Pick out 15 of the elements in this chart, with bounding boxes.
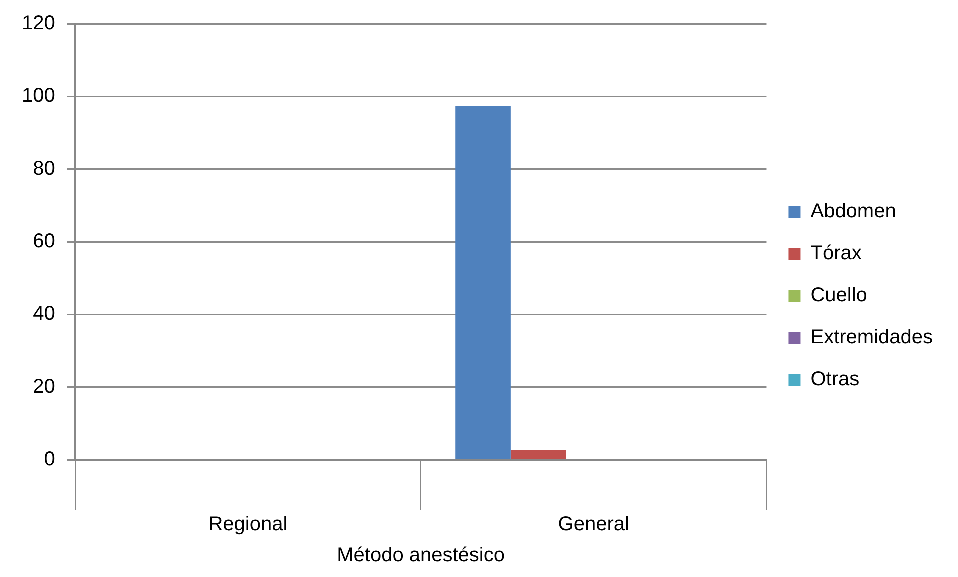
x-axis-title: Método anestésico bbox=[337, 544, 505, 567]
y-tick-label: 120 bbox=[22, 12, 56, 35]
legend-label: Extremidades bbox=[810, 326, 934, 349]
legend-label: Otras bbox=[810, 368, 860, 391]
y-tick-label: 60 bbox=[33, 230, 56, 253]
y-tick-label: 40 bbox=[33, 303, 56, 326]
legend-label: Tórax bbox=[810, 242, 862, 265]
legend-label: Cuello bbox=[810, 284, 868, 307]
y-tick-label: 20 bbox=[33, 376, 56, 398]
legend-label: Abdomen bbox=[810, 200, 896, 223]
y-tick-label: 80 bbox=[33, 158, 56, 180]
y-tick-label: 100 bbox=[22, 85, 56, 108]
x-tick-label: Regional bbox=[208, 514, 288, 536]
x-tick-label: General bbox=[558, 514, 630, 536]
y-tick-label: 0 bbox=[44, 448, 56, 471]
